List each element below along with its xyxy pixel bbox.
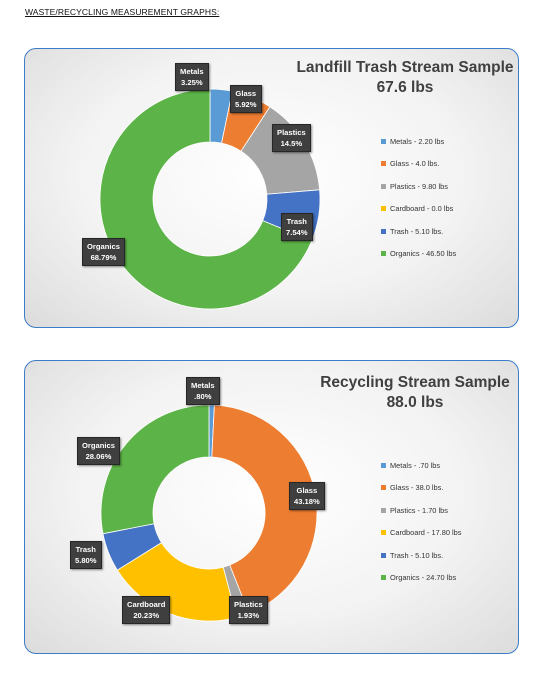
- legend-label: Cardboard - 17.80 lbs: [390, 528, 462, 538]
- legend-label: Organics - 46.50 lbs: [390, 249, 457, 259]
- legend-swatch: [381, 138, 386, 144]
- legend-swatch: [381, 251, 386, 257]
- recycling-chart-panel: Recycling Stream Sample 88.0 lbs Metals …: [24, 360, 519, 654]
- chart-title: Landfill Trash Stream Sample 67.6 lbs: [295, 58, 515, 98]
- legend-label: Trash - 5.10 lbs.: [390, 550, 444, 560]
- legend-item-organics: Organics - 46.50 lbs: [381, 243, 456, 266]
- legend-swatch: [381, 530, 386, 536]
- legend-label: Plastics - 1.70 lbs: [390, 505, 448, 515]
- legend-label: Metals - 2.20 lbs: [390, 136, 445, 146]
- legend-item-plastics: Plastics - 9.80 lbs: [381, 175, 456, 198]
- legend-item-metals: Metals - .70 lbs: [381, 454, 462, 477]
- legend-item-metals: Metals - 2.20 lbs: [381, 130, 456, 153]
- legend-label: Organics - 24.70 lbs: [390, 573, 457, 583]
- data-label-trash: Trash 5.80%: [70, 541, 102, 569]
- legend-swatch: [381, 228, 386, 234]
- chart-subtitle-text: 67.6 lbs: [376, 79, 434, 96]
- chart-legend: Metals - .70 lbs Glass - 38.0 lbs. Plast…: [381, 454, 462, 589]
- chart-subtitle-text: 88.0 lbs: [386, 394, 444, 411]
- legend-swatch: [381, 552, 386, 558]
- legend-item-glass: Glass - 38.0 lbs.: [381, 477, 462, 500]
- data-label-plastics: Plastics 1.93%: [229, 596, 268, 624]
- legend-item-plastics: Plastics - 1.70 lbs: [381, 499, 462, 522]
- legend-item-trash: Trash - 5.10 lbs.: [381, 544, 462, 567]
- legend-label: Glass - 4.0 lbs.: [390, 159, 440, 169]
- legend-swatch: [381, 161, 386, 167]
- data-label-organics: Organics 68.79%: [82, 238, 125, 266]
- slice-organics: [100, 404, 210, 535]
- legend-label: Plastics - 9.80 lbs: [390, 181, 448, 191]
- slice-organics: [99, 88, 313, 310]
- data-label-cardboard: Cardboard 20.23%: [122, 596, 171, 624]
- data-label-metals: Metals .80%: [186, 377, 220, 405]
- legend-label: Glass - 38.0 lbs.: [390, 483, 444, 493]
- legend-swatch: [381, 206, 386, 212]
- data-label-organics: Organics 28.06%: [77, 437, 120, 465]
- legend-label: Trash - 5.10 lbs.: [390, 226, 444, 236]
- chart-title-text: Landfill Trash Stream Sample: [296, 59, 514, 76]
- legend-item-cardboard: Cardboard - 17.80 lbs: [381, 522, 462, 545]
- legend-item-organics: Organics - 24.70 lbs: [381, 567, 462, 590]
- data-label-glass: Glass 5.92%: [230, 85, 262, 113]
- chart-title-text: Recycling Stream Sample: [320, 374, 510, 391]
- data-label-glass: Glass 43.18%: [289, 482, 325, 510]
- chart-legend: Metals - 2.20 lbs Glass - 4.0 lbs. Plast…: [381, 130, 456, 265]
- slice-glass: [211, 404, 318, 614]
- data-label-trash: Trash 7.54%: [281, 213, 313, 241]
- legend-item-glass: Glass - 4.0 lbs.: [381, 153, 456, 176]
- legend-label: Metals - .70 lbs: [390, 460, 441, 470]
- legend-item-trash: Trash - 5.10 lbs.: [381, 220, 456, 243]
- legend-swatch: [381, 575, 386, 581]
- recycling-donut-chart: [100, 404, 318, 622]
- landfill-chart-panel: Landfill Trash Stream Sample 67.6 lbs Me…: [24, 48, 519, 328]
- legend-swatch: [381, 485, 386, 491]
- legend-swatch: [381, 183, 386, 189]
- chart-title: Recycling Stream Sample 88.0 lbs: [315, 373, 515, 413]
- legend-swatch: [381, 462, 386, 468]
- legend-label: Cardboard - 0.0 lbs: [390, 204, 454, 214]
- legend-item-cardboard: Cardboard - 0.0 lbs: [381, 198, 456, 221]
- legend-swatch: [381, 507, 386, 513]
- page-heading: WASTE/RECYCLING MEASUREMENT GRAPHS:: [25, 7, 220, 17]
- data-label-plastics: Plastics 14.5%: [272, 124, 311, 152]
- data-label-metals: Metals 3.25%: [175, 63, 209, 91]
